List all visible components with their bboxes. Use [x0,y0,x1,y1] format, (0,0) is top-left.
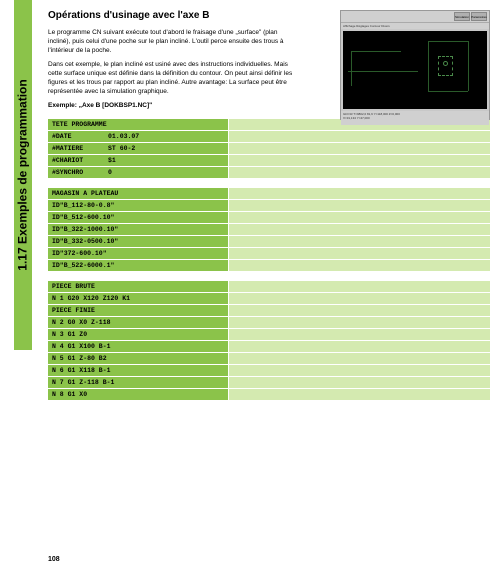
code-row: ID"B_522-6000.1" [48,260,490,271]
screenshot-statusbar: GD=33 T=9802,0 81,9 Y=118,000 Z=0,000 X=… [341,111,489,125]
code-cell: ID"B_332-0500.10" [48,236,228,247]
code-header: MAGASIN A PLATEAU [48,188,228,199]
code-cell: #SYNCHRO0 [48,167,228,178]
code-row: N 7 G1 Z-118 B-1 [48,377,490,388]
tab-simulation: Simulation [454,12,470,21]
code-row: N 8 G1 X0 [48,389,490,400]
code-cell: N 8 G1 X0 [48,389,228,400]
code-row: #SYNCHRO0 [48,167,490,178]
code-row: ID"B_512-600.10" [48,212,490,223]
code-header-row: MAGASIN A PLATEAU [48,188,490,199]
status-line-2: X=31,134 Y=47,000 [343,116,487,120]
code-header: TETE PROGRAMME [48,119,228,130]
tab-parametres: Paramètres [471,12,487,21]
code-cell: N 3 G1 Z0 [48,329,228,340]
code-row: ID"B_332-0500.10" [48,236,490,247]
section-sidebar: 1.17 Exemples de programmation [14,0,32,350]
code-row: #CHARIOT$1 [48,155,490,166]
code-header-row: PIECE FINIE [48,305,490,316]
code-row: N 2 G0 X0 Z-118 [48,317,490,328]
code-row: #MATIEREST 60-2 [48,143,490,154]
code-cell: ID"B_522-6000.1" [48,260,228,271]
code-cell: ID"B_322-1000.10" [48,224,228,235]
code-cell: ID"B_512-600.10" [48,212,228,223]
code-cell: N 4 G1 X100 B-1 [48,341,228,352]
code-cell: ID"B_112-80-0.8" [48,200,228,211]
code-row: N 4 G1 X100 B-1 [48,341,490,352]
code-cell: N 2 G0 X0 Z-118 [48,317,228,328]
code-row: N 3 G1 Z0 [48,329,490,340]
code-row: #DATE01.03.07 [48,131,490,142]
code-row: N 6 G1 X118 B-1 [48,365,490,376]
simulation-screenshot: Simulation Paramètres Affichage Réglages… [340,10,490,120]
screenshot-menubar: Affichage Réglages Contour Divers [341,23,489,29]
code-header-row: PIECE BRUTE [48,281,490,292]
code-cell: N 6 G1 X118 B-1 [48,365,228,376]
screenshot-canvas [343,31,487,109]
code-cell: N 7 G1 Z-118 B-1 [48,377,228,388]
code-header: PIECE FINIE [48,305,228,316]
code-row: ID"372-600.10" [48,248,490,259]
code-cell: #MATIEREST 60-2 [48,143,228,154]
code-row: N 1 G20 X120 Z120 K1 [48,293,490,304]
code-listing: TETE PROGRAMME #DATE01.03.07#MATIEREST 6… [48,119,490,400]
code-cell: #DATE01.03.07 [48,131,228,142]
code-cell: ID"372-600.10" [48,248,228,259]
screenshot-tabbar: Simulation Paramètres [341,11,489,23]
paragraph-1: Le programme CN suivant exécute tout d'a… [48,29,298,55]
code-row: ID"B_322-1000.10" [48,224,490,235]
page-content: Opérations d'usinage avec l'axe B Le pro… [48,10,490,401]
code-header: PIECE BRUTE [48,281,228,292]
code-cell: N 5 G1 Z-80 B2 [48,353,228,364]
paragraph-2: Dans cet exemple, le plan incliné est us… [48,61,298,96]
code-cell: #CHARIOT$1 [48,155,228,166]
code-row: N 5 G1 Z-80 B2 [48,353,490,364]
code-cell: N 1 G20 X120 Z120 K1 [48,293,228,304]
section-sidebar-label: 1.17 Exemples de programmation [16,79,30,270]
code-row: ID"B_112-80-0.8" [48,200,490,211]
page-number: 108 [48,556,60,563]
